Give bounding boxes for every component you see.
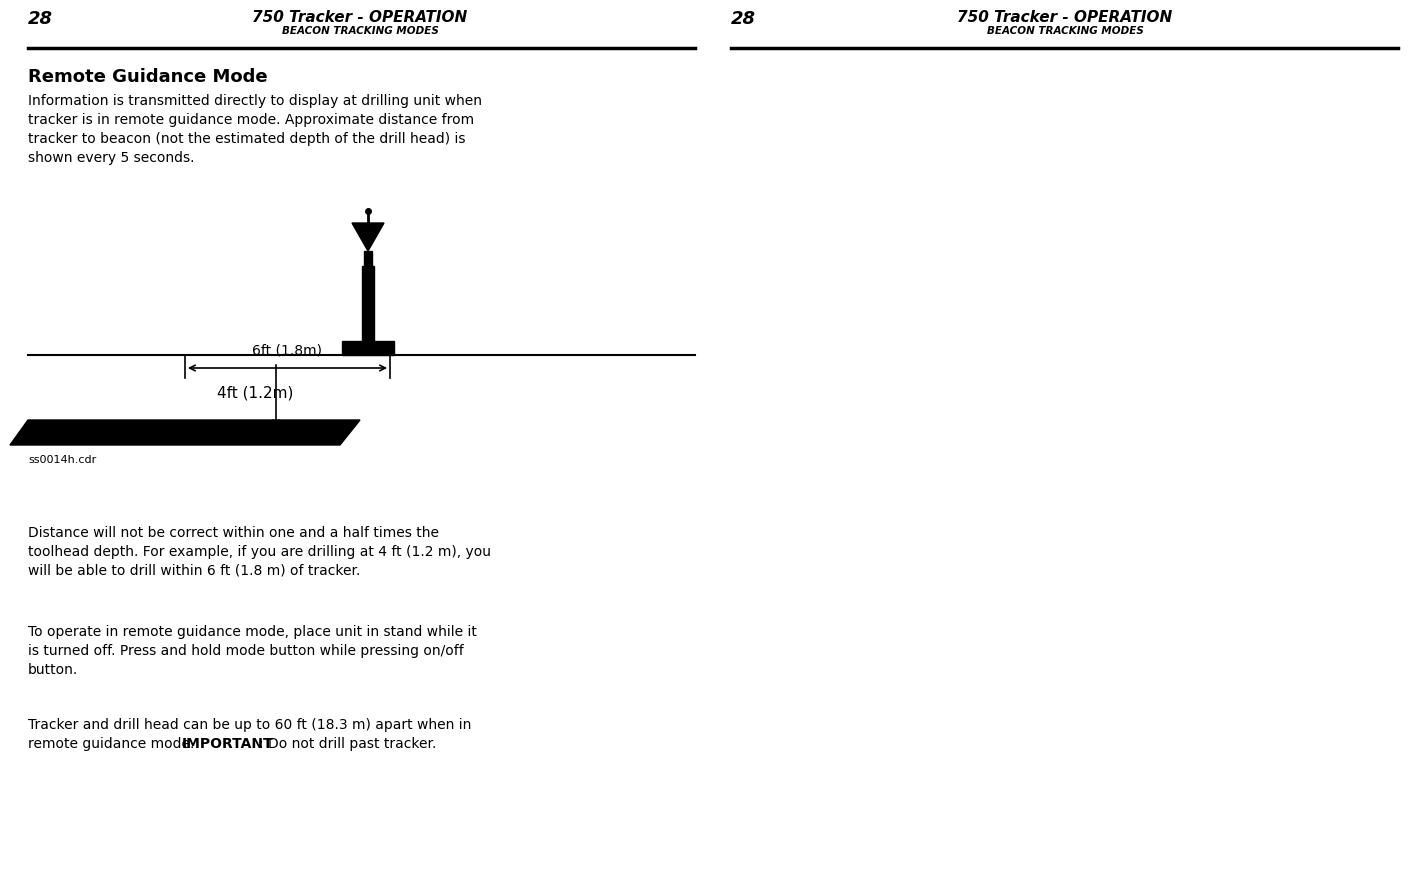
Text: is turned off. Press and hold mode button while pressing on/off: is turned off. Press and hold mode butto…	[29, 644, 463, 658]
Text: BEACON TRACKING MODES: BEACON TRACKING MODES	[281, 26, 438, 36]
Text: 4ft (1.2m): 4ft (1.2m)	[217, 386, 294, 401]
Text: toolhead depth. For example, if you are drilling at 4 ft (1.2 m), you: toolhead depth. For example, if you are …	[29, 545, 491, 559]
Polygon shape	[352, 223, 384, 251]
Text: : Do not drill past tracker.: : Do not drill past tracker.	[260, 737, 436, 751]
Text: To operate in remote guidance mode, place unit in stand while it: To operate in remote guidance mode, plac…	[29, 625, 476, 639]
Text: IMPORTANT: IMPORTANT	[183, 737, 274, 751]
Bar	[342, 341, 394, 355]
Text: Information is transmitted directly to display at drilling unit when: Information is transmitted directly to d…	[29, 94, 482, 108]
Bar	[364, 251, 372, 266]
Text: Tracker and drill head can be up to 60 ft (18.3 m) apart when in: Tracker and drill head can be up to 60 f…	[29, 718, 472, 732]
Text: button.: button.	[29, 663, 78, 677]
Bar	[362, 266, 374, 341]
Text: 750 Tracker - OPERATION: 750 Tracker - OPERATION	[252, 10, 468, 25]
Text: 750 Tracker - OPERATION: 750 Tracker - OPERATION	[957, 10, 1172, 25]
Text: Remote Guidance Mode: Remote Guidance Mode	[29, 68, 268, 86]
Text: 28: 28	[29, 10, 53, 28]
Text: ss0014h.cdr: ss0014h.cdr	[29, 455, 96, 465]
Text: shown every 5 seconds.: shown every 5 seconds.	[29, 151, 194, 165]
Text: 6ft (1.8m): 6ft (1.8m)	[252, 344, 322, 358]
Text: Distance will not be correct within one and a half times the: Distance will not be correct within one …	[29, 526, 439, 540]
Polygon shape	[10, 420, 359, 445]
Text: tracker is in remote guidance mode. Approximate distance from: tracker is in remote guidance mode. Appr…	[29, 113, 473, 127]
Text: remote guidance mode.: remote guidance mode.	[29, 737, 198, 751]
Text: will be able to drill within 6 ft (1.8 m) of tracker.: will be able to drill within 6 ft (1.8 m…	[29, 564, 361, 578]
Text: tracker to beacon (not the estimated depth of the drill head) is: tracker to beacon (not the estimated dep…	[29, 132, 465, 146]
Text: BEACON TRACKING MODES: BEACON TRACKING MODES	[987, 26, 1144, 36]
Text: 28: 28	[732, 10, 756, 28]
